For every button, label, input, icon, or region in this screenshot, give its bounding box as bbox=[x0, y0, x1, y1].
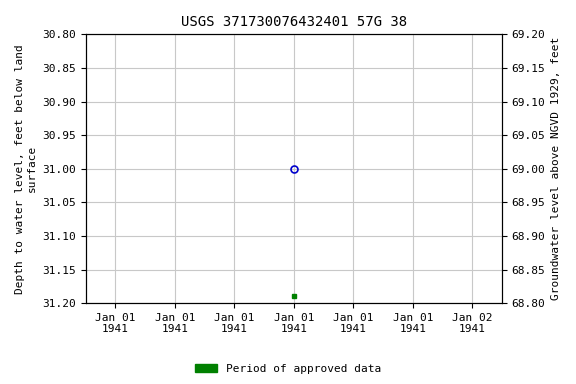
Title: USGS 371730076432401 57G 38: USGS 371730076432401 57G 38 bbox=[181, 15, 407, 29]
Y-axis label: Groundwater level above NGVD 1929, feet: Groundwater level above NGVD 1929, feet bbox=[551, 37, 561, 300]
Y-axis label: Depth to water level, feet below land
surface: Depth to water level, feet below land su… bbox=[15, 44, 37, 294]
Legend: Period of approved data: Period of approved data bbox=[191, 359, 385, 379]
